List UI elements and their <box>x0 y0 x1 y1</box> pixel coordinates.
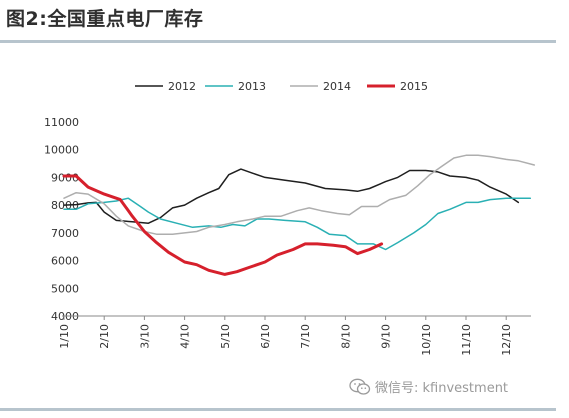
x-tick-label: 10/10 <box>420 324 433 356</box>
x-tick-label: 2/10 <box>98 324 111 349</box>
x-tick-label: 7/10 <box>299 324 312 349</box>
legend-label-2015: 2015 <box>400 80 428 93</box>
y-tick-label: 9000 <box>51 171 79 184</box>
legend-label-2012: 2012 <box>168 80 196 93</box>
legend-label-2014: 2014 <box>323 80 351 93</box>
x-tick-label: 5/10 <box>219 324 232 349</box>
y-tick-label: 5000 <box>51 282 79 295</box>
watermark: 微信号: kfinvestment <box>349 377 508 396</box>
x-tick-label: 11/10 <box>460 324 473 356</box>
y-tick-label: 11000 <box>44 116 79 129</box>
title-divider <box>0 40 556 43</box>
x-axis: 1/10 2/10 3/10 4/10 5/10 6/10 7/10 8/10 9/10 10/1… <box>58 315 531 356</box>
series-line-2014 <box>63 154 536 235</box>
chart-legend: 2012 2013 2014 2015 <box>135 80 428 93</box>
x-tick-label: 6/10 <box>259 324 272 349</box>
x-tick-label: 4/10 <box>179 324 192 349</box>
y-tick-label: 10000 <box>44 144 79 157</box>
wechat-icon <box>349 378 371 395</box>
x-tick-label: 1/10 <box>58 324 71 349</box>
x-tick-label: 12/10 <box>500 324 513 356</box>
figure-title: 图2:全国重点电厂库存 <box>6 8 204 30</box>
x-tick-label: 8/10 <box>339 324 352 349</box>
x-tick-label: 9/10 <box>380 324 393 349</box>
bottom-divider <box>0 408 556 411</box>
y-tick-label: 7000 <box>51 227 79 240</box>
series-line-2012 <box>63 168 520 224</box>
y-tick-label: 6000 <box>51 255 79 268</box>
plot-lines <box>62 154 536 276</box>
x-tick-label: 3/10 <box>138 324 151 349</box>
watermark-text: 微信号: kfinvestment <box>375 381 509 396</box>
legend-label-2013: 2013 <box>238 80 266 93</box>
series-line-2015 <box>62 174 384 276</box>
series-line-2013 <box>63 197 532 251</box>
